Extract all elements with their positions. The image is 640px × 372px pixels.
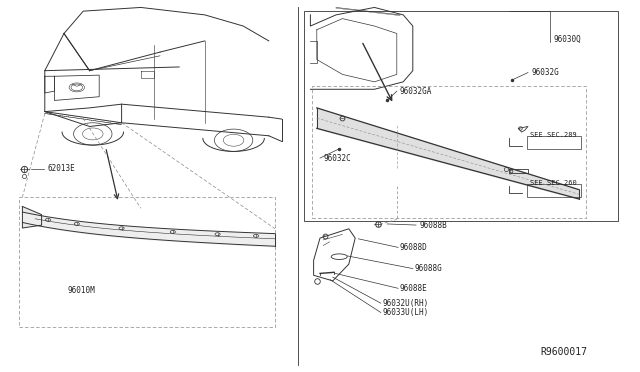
Text: SEE SEC.260: SEE SEC.260 [530,180,577,186]
Text: 96088E: 96088E [400,284,428,293]
Text: 96088D: 96088D [400,243,428,252]
Text: R9600017: R9600017 [541,347,588,356]
Text: 96088B: 96088B [419,221,447,230]
Text: 96032G: 96032G [531,68,559,77]
Text: 96030Q: 96030Q [554,35,581,44]
Polygon shape [22,206,42,228]
Text: 96032U(RH): 96032U(RH) [383,299,429,308]
Text: 96010M: 96010M [67,286,95,295]
Text: 96088G: 96088G [415,264,442,273]
Text: 96032GA: 96032GA [400,87,433,96]
Text: 96033U(LH): 96033U(LH) [383,308,429,317]
Text: SEE SEC.289: SEE SEC.289 [530,132,577,138]
Text: 96032C: 96032C [323,154,351,163]
Text: 62013E: 62013E [48,164,76,173]
